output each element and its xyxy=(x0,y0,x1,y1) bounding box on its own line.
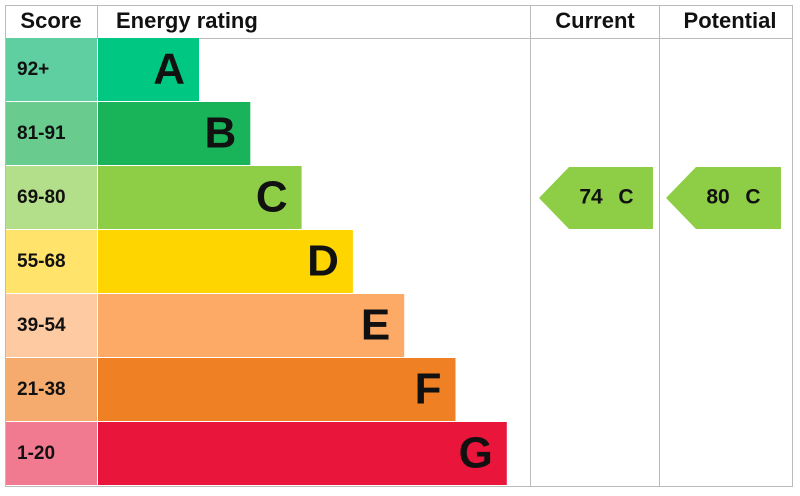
score-label: 69-80 xyxy=(17,187,66,208)
score-cell xyxy=(6,294,97,357)
score-label: 21-38 xyxy=(17,379,66,400)
potential-arrow xyxy=(666,167,781,229)
frame xyxy=(5,5,793,487)
current-score: 74 xyxy=(579,186,603,209)
rating-bar xyxy=(98,38,199,101)
potential-score: 80 xyxy=(706,186,729,209)
header-current: Current xyxy=(555,8,635,33)
current-band: C xyxy=(618,186,633,209)
rating-bar xyxy=(98,102,251,165)
band-letter: B xyxy=(205,109,237,158)
score-cell xyxy=(6,102,97,165)
current-arrow xyxy=(539,167,653,229)
rating-bar xyxy=(98,230,353,293)
band-letter: F xyxy=(415,365,442,414)
score-label: 39-54 xyxy=(17,315,66,336)
header-potential: Potential xyxy=(684,8,777,33)
score-cell xyxy=(6,358,97,421)
rating-bar xyxy=(98,422,507,485)
score-label: 81-91 xyxy=(17,123,66,144)
rating-bar xyxy=(98,358,456,421)
band-letter: D xyxy=(307,237,339,286)
score-cell xyxy=(6,38,97,101)
score-cell xyxy=(6,230,97,293)
band-letter: E xyxy=(361,301,390,350)
score-label: 92+ xyxy=(17,59,49,80)
rating-bar xyxy=(98,294,405,357)
potential-band: C xyxy=(745,186,760,209)
rating-bar xyxy=(98,166,302,229)
score-cell xyxy=(6,422,97,485)
band-letter: A xyxy=(153,45,185,94)
grid xyxy=(5,5,793,487)
score-cell xyxy=(6,166,97,229)
band-letter: C xyxy=(256,173,288,222)
score-label: 55-68 xyxy=(17,251,66,272)
header-score: Score xyxy=(20,8,81,33)
score-label: 1-20 xyxy=(17,443,55,464)
band-letter: G xyxy=(459,429,493,478)
header-rating: Energy rating xyxy=(116,8,258,33)
